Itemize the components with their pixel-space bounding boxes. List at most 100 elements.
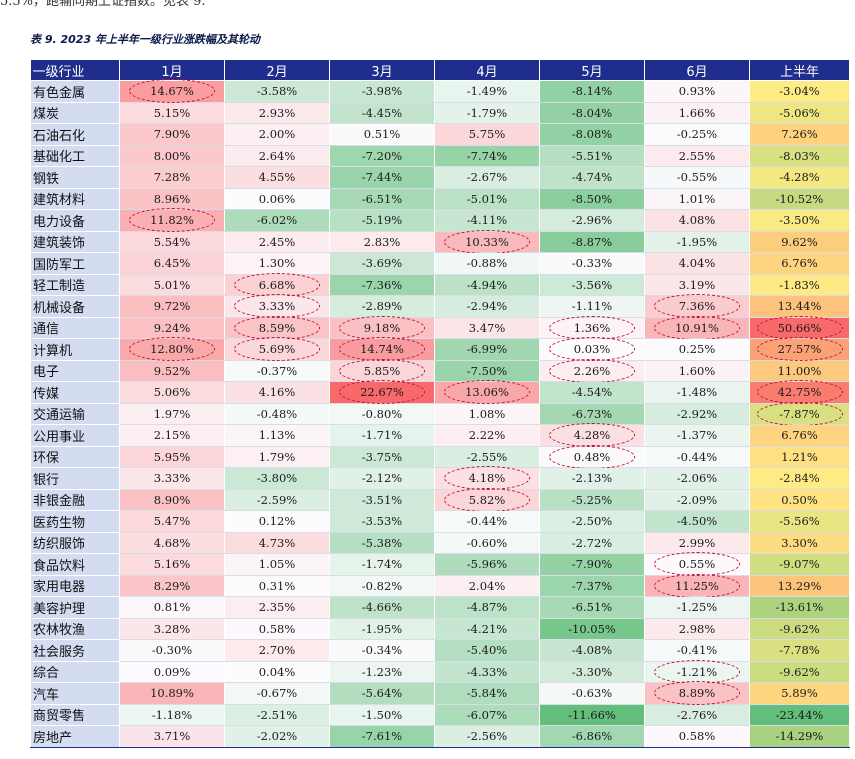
cell-value: 5.85% <box>363 363 401 378</box>
table-row: 基础化工 8.00% 2.64% -7.20% -7.74% -5.51% 2.55% -8.… <box>30 144 850 167</box>
cell-may: -0.33% <box>539 252 645 275</box>
header-mar: 3月 <box>329 60 435 81</box>
cell-may: -2.13% <box>539 467 645 490</box>
cell-may: 1.36% <box>539 315 645 340</box>
cell-feb: -3.80% <box>224 467 330 490</box>
cell-half-year: 7.26% <box>749 123 850 146</box>
cell-feb: 2.70% <box>224 639 330 662</box>
cell-value: -0.37% <box>256 363 298 378</box>
cell-value: 11.00% <box>777 363 822 378</box>
cell-value: -6.02% <box>256 213 298 228</box>
cell-jun: -1.37% <box>644 424 750 447</box>
industry-name: 汽车 <box>30 682 120 705</box>
cell-feb: 1.05% <box>224 553 330 576</box>
cell-may: -10.05% <box>539 617 645 640</box>
cell-value: -0.48% <box>256 406 298 421</box>
cell-half-year: 9.62% <box>749 230 850 253</box>
cell-feb: 3.33% <box>224 294 330 319</box>
cell-may: -8.50% <box>539 187 645 210</box>
cell-value: 1.01% <box>678 191 716 206</box>
cell-jun: 2.98% <box>644 617 750 640</box>
cell-jun: 4.04% <box>644 252 750 275</box>
cell-value: -23.44% <box>775 707 824 722</box>
cell-value: 5.15% <box>153 105 191 120</box>
cell-value: -4.21% <box>466 621 508 636</box>
cell-apr: -7.74% <box>434 144 540 167</box>
cell-value: 0.55% <box>678 557 716 572</box>
cell-jun: -0.41% <box>644 639 750 662</box>
cell-value: 1.79% <box>258 449 296 464</box>
cell-jan: 3.33% <box>119 467 225 490</box>
cell-value: 0.12% <box>258 514 296 529</box>
cell-jan: 8.29% <box>119 574 225 597</box>
cell-value: -7.87% <box>779 406 820 421</box>
industry-name: 商贸零售 <box>30 703 120 726</box>
cell-mar: -5.19% <box>329 209 435 232</box>
cell-feb: 2.64% <box>224 144 330 167</box>
industry-name: 建筑装饰 <box>30 230 120 253</box>
cell-mar: -2.12% <box>329 467 435 490</box>
cell-mar: -0.82% <box>329 574 435 597</box>
cell-apr: -6.07% <box>434 703 540 726</box>
industry-name: 医药生物 <box>30 510 120 533</box>
table-row: 综合 0.09% 0.04% -1.23% -4.33% -3.30% -1.21% -9.6… <box>30 659 850 684</box>
cell-jun: 10.91% <box>644 315 750 340</box>
header-apr: 4月 <box>434 60 540 81</box>
cell-jun: 3.19% <box>644 273 750 296</box>
cell-value: 0.48% <box>573 449 611 464</box>
cell-apr: 5.75% <box>434 123 540 146</box>
industry-name: 传媒 <box>30 381 120 404</box>
cell-jan: 0.81% <box>119 596 225 619</box>
cell-jan: 7.90% <box>119 123 225 146</box>
cell-half-year: -8.03% <box>749 144 850 167</box>
table-row: 农林牧渔 3.28% 0.58% -1.95% -4.21% -10.05% 2.98% -9… <box>30 617 850 640</box>
cell-feb: 8.59% <box>224 315 330 340</box>
cell-value: 1.21% <box>781 449 818 464</box>
table-row: 交通运输 1.97% -0.48% -0.80% 1.08% -6.73% -2.92% -7… <box>30 401 850 426</box>
cell-value: -4.54% <box>571 385 613 400</box>
table-row: 美容护理 0.81% 2.35% -4.66% -4.87% -6.51% -1.25% -1… <box>30 596 850 619</box>
cell-value: -1.74% <box>361 557 403 572</box>
cell-may: -4.08% <box>539 639 645 662</box>
cell-feb: 0.58% <box>224 617 330 640</box>
cell-may: -4.54% <box>539 381 645 404</box>
cell-value: 13.29% <box>777 578 822 593</box>
cell-mar: -5.38% <box>329 531 435 554</box>
cell-jan: 5.01% <box>119 273 225 296</box>
cell-value: -4.50% <box>676 514 718 529</box>
header-row: 一级行业 1月 2月 3月 4月 5月 6月 上半年 <box>30 60 850 81</box>
cell-jun: 1.60% <box>644 359 750 382</box>
cell-may: -7.90% <box>539 553 645 576</box>
cell-apr: -0.44% <box>434 510 540 533</box>
cell-half-year: -14.29% <box>749 725 850 748</box>
cell-may: -5.51% <box>539 144 645 167</box>
cell-value: -5.51% <box>571 148 613 163</box>
cell-apr: -2.56% <box>434 725 540 748</box>
cell-value: -1.18% <box>151 707 193 722</box>
cell-value: -2.50% <box>571 514 613 529</box>
cell-feb: 0.31% <box>224 574 330 597</box>
cell-value: -10.05% <box>568 621 616 636</box>
cell-value: 3.33% <box>258 299 296 314</box>
cell-jun: 2.99% <box>644 531 750 554</box>
cell-apr: 5.82% <box>434 487 540 512</box>
table-row: 医药生物 5.47% 0.12% -3.53% -0.44% -2.50% -4.50% -5… <box>30 510 850 533</box>
cell-value: 7.26% <box>781 127 818 142</box>
cell-half-year: -13.61% <box>749 596 850 619</box>
cell-value: 42.75% <box>777 385 822 400</box>
cell-value: 7.28% <box>153 170 191 185</box>
cell-jan: 5.16% <box>119 553 225 576</box>
industry-name: 银行 <box>30 467 120 490</box>
cell-value: -3.58% <box>256 84 298 99</box>
cell-value: -2.51% <box>256 707 298 722</box>
cell-may: -1.11% <box>539 295 645 318</box>
cell-value: 0.06% <box>258 191 296 206</box>
cell-half-year: 13.29% <box>749 574 850 597</box>
cell-value: -2.96% <box>571 213 613 228</box>
cell-value: -3.69% <box>361 256 403 271</box>
cell-value: 0.93% <box>678 84 716 99</box>
cell-jun: -0.55% <box>644 166 750 189</box>
cell-feb: -6.02% <box>224 209 330 232</box>
cell-feb: 1.79% <box>224 445 330 468</box>
table-row: 煤炭 5.15% 2.93% -4.45% -1.79% -8.04% 1.66% -5.06… <box>30 101 850 124</box>
